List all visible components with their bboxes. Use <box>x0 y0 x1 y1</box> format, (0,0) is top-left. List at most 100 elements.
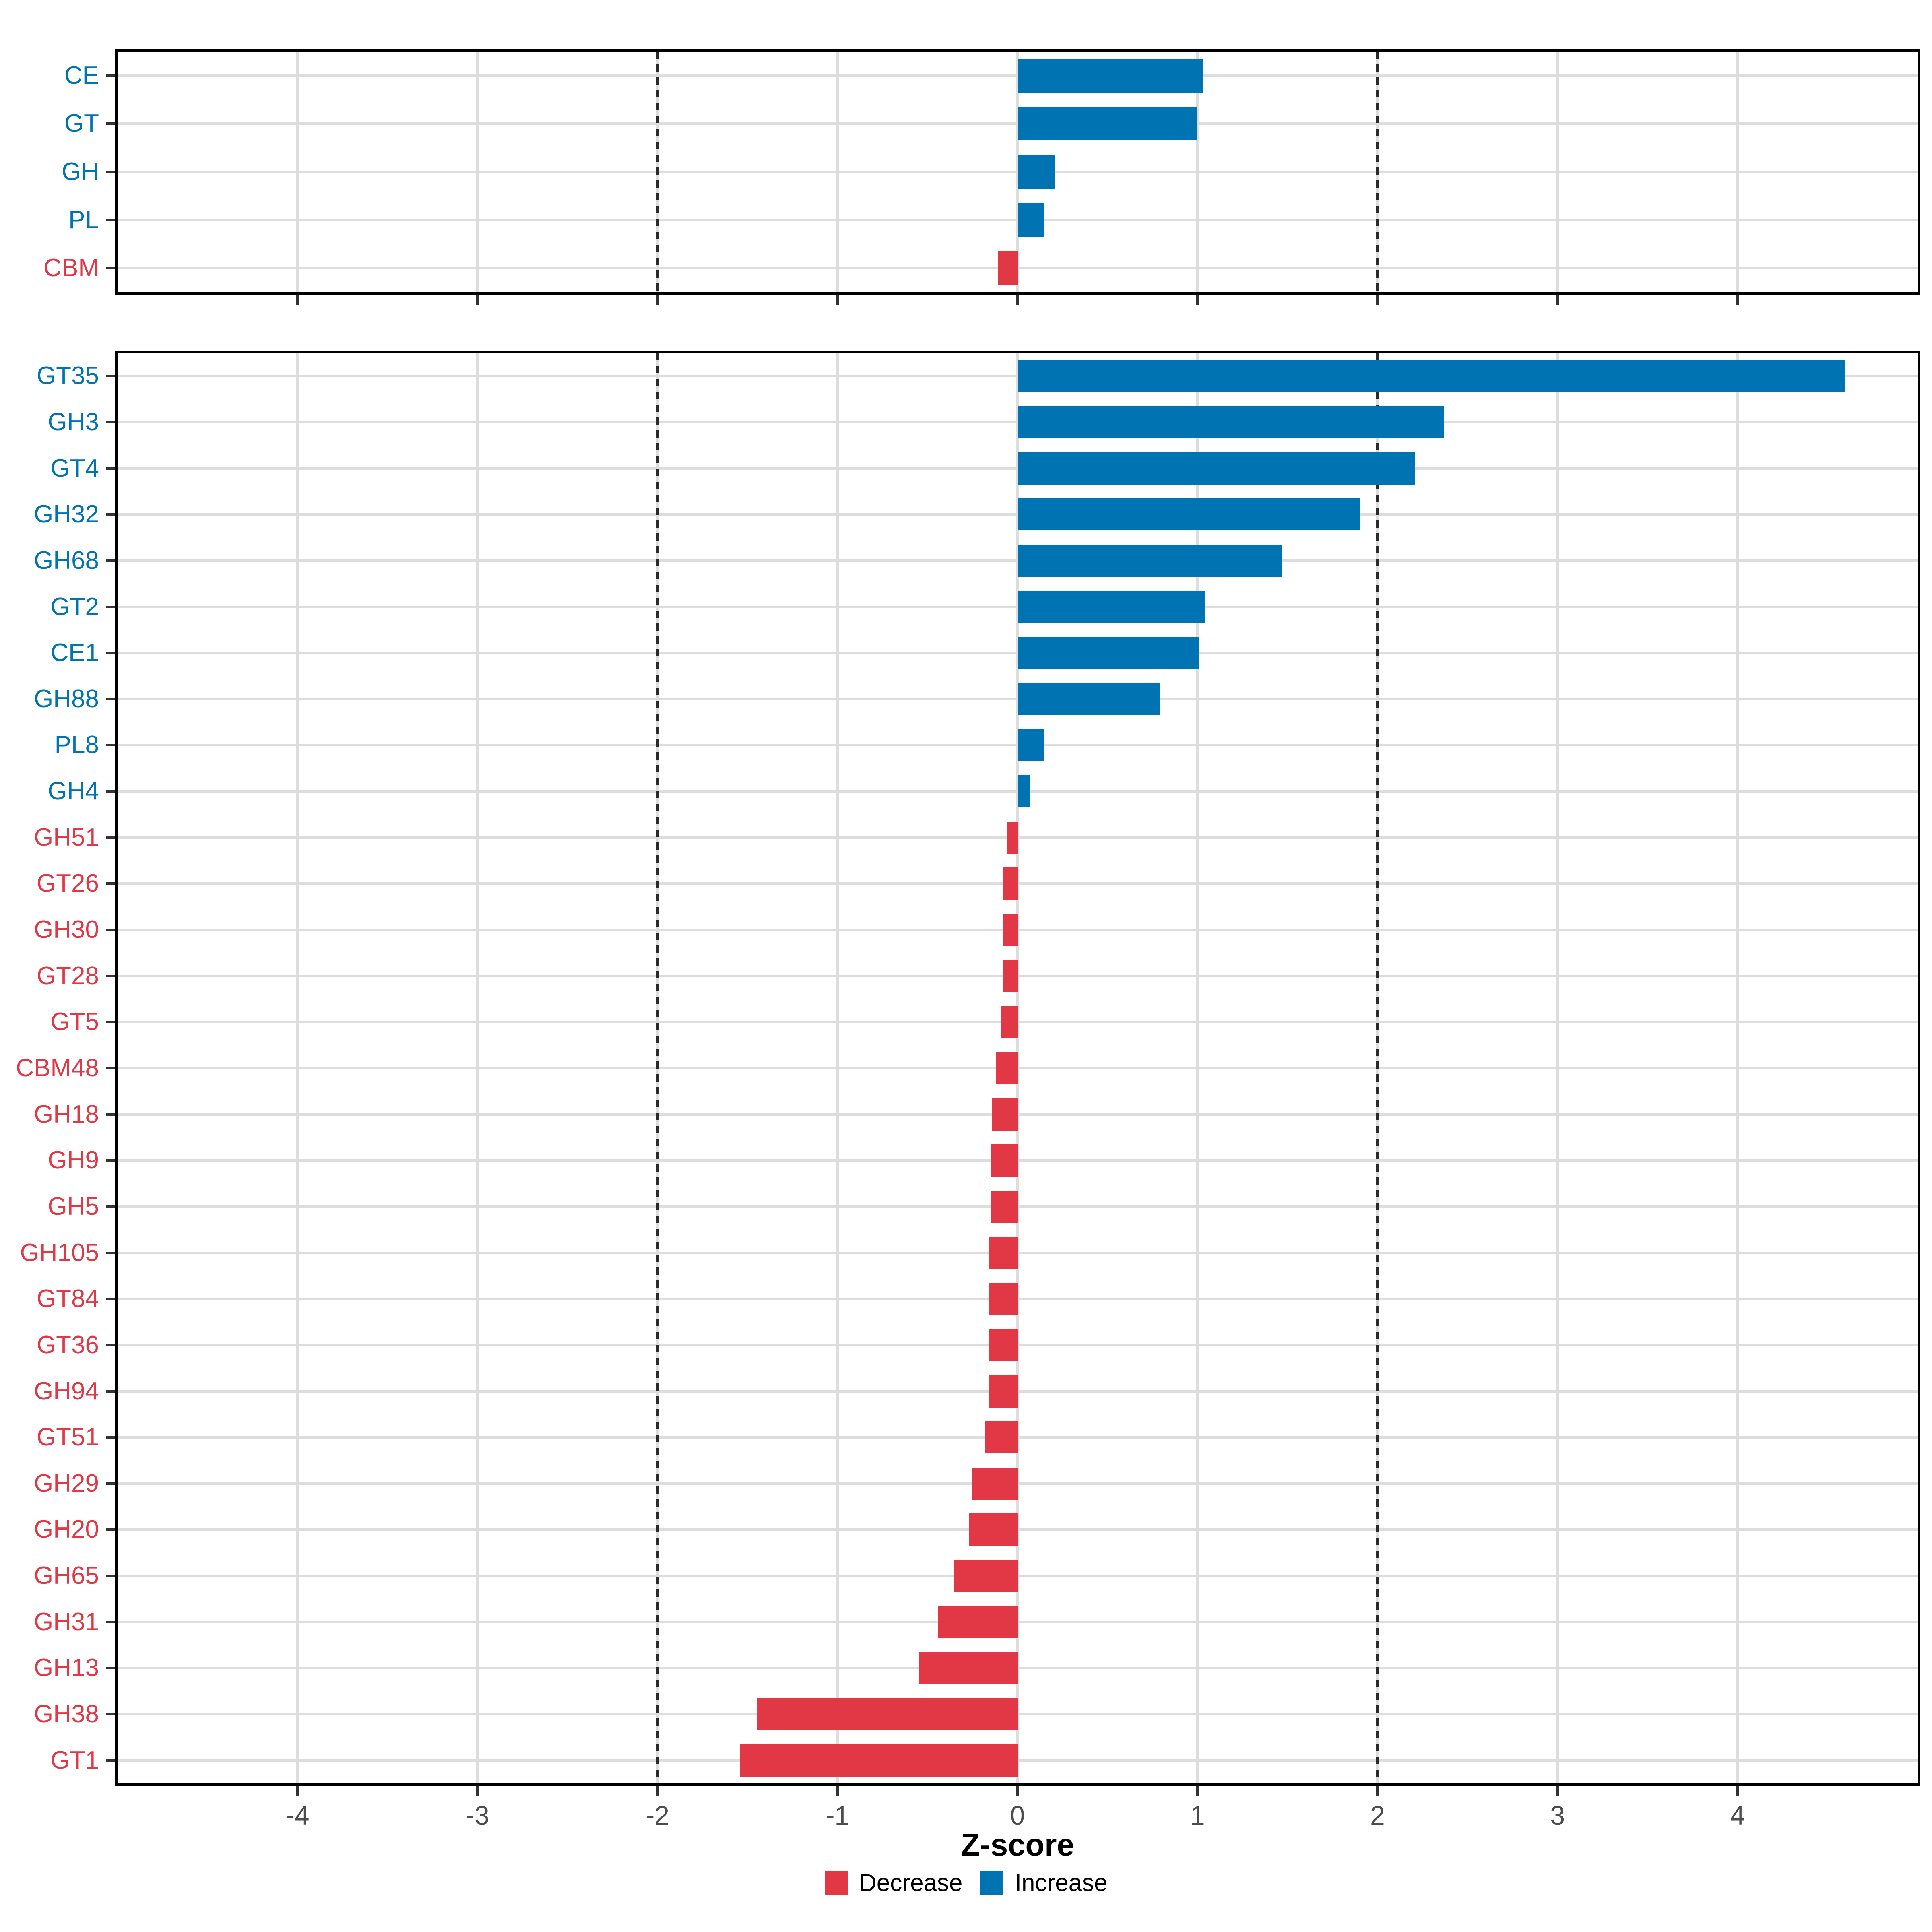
x-axis-tick <box>1376 295 1379 305</box>
y-axis-label-GT4: GT4 <box>50 454 99 482</box>
horizontal-gridline <box>118 1021 1918 1023</box>
y-axis-tick <box>106 513 115 516</box>
bar-GH65 <box>954 1560 1018 1592</box>
x-axis-tick <box>656 1786 659 1796</box>
y-axis-tick <box>106 1298 115 1300</box>
x-axis-tick <box>1556 295 1559 305</box>
y-axis-label-GH30: GH30 <box>34 916 99 943</box>
y-axis-label-GT51: GT51 <box>36 1423 99 1451</box>
x-axis-tick-label: 1 <box>1190 1800 1205 1830</box>
y-axis-label-GH29: GH29 <box>34 1470 99 1497</box>
bar-GT36 <box>989 1329 1018 1361</box>
legend-label-increase: Increase <box>1015 1869 1108 1896</box>
y-axis-tick <box>106 1759 115 1762</box>
y-axis-tick <box>106 375 115 377</box>
y-axis-label-GH105: GH105 <box>20 1239 99 1267</box>
legend: Decrease Increase <box>0 1871 1932 1895</box>
y-axis-label-GH13: GH13 <box>34 1654 99 1682</box>
y-axis-tick <box>106 975 115 977</box>
bar-GH13 <box>919 1652 1018 1684</box>
reference-dashed-line <box>1376 52 1379 292</box>
decrease-swatch-icon <box>824 1871 848 1895</box>
panel-bottom-cazyme-families: GT35 GH3 GT4 GH32 GH68 GT2 CE1 GH88 PL8 GH4 GH51 GT… <box>16 351 1920 1829</box>
y-axis-label-GT36: GT36 <box>36 1331 99 1359</box>
horizontal-gridline <box>118 1067 1918 1069</box>
y-axis-tick <box>106 1159 115 1162</box>
y-axis-label-GH38: GH38 <box>34 1700 99 1728</box>
horizontal-gridline <box>118 1482 1918 1485</box>
panel-top-cazyme-classes: CE GT GH PL CBM <box>43 49 1920 305</box>
bar-GH32 <box>1018 498 1360 530</box>
y-axis-tick <box>106 467 115 470</box>
y-axis-label-GH65: GH65 <box>34 1562 99 1589</box>
x-axis-tick <box>1196 1786 1199 1796</box>
y-axis-label-GH20: GH20 <box>34 1515 99 1543</box>
y-axis-tick <box>106 1021 115 1023</box>
y-axis-label-GT35: GT35 <box>36 362 99 390</box>
y-axis-tick <box>106 74 115 77</box>
horizontal-gridline <box>118 1390 1918 1393</box>
horizontal-gridline <box>118 1528 1918 1531</box>
y-axis-label-GH51: GH51 <box>34 824 99 851</box>
y-axis-tick <box>106 790 115 793</box>
bar-GH3 <box>1018 406 1444 438</box>
y-axis-label-GT5: GT5 <box>50 1008 99 1036</box>
legend-item-decrease: Decrease <box>824 1871 962 1895</box>
y-axis-tick <box>106 171 115 173</box>
reference-dashed-line <box>1376 353 1379 1783</box>
horizontal-gridline <box>118 1759 1918 1762</box>
bar-GT26 <box>1003 867 1018 900</box>
bar-CE <box>1018 59 1203 93</box>
y-axis-label-GH4: GH4 <box>47 777 99 805</box>
horizontal-gridline <box>118 1113 1918 1116</box>
horizontal-gridline <box>118 1667 1918 1669</box>
horizontal-gridline <box>118 1252 1918 1254</box>
y-axis-tick <box>106 1067 115 1069</box>
horizontal-gridline <box>118 882 1918 885</box>
y-axis-label-GT26: GT26 <box>36 869 99 897</box>
bar-PL <box>1018 203 1045 237</box>
y-axis-label-GH9: GH9 <box>47 1146 99 1174</box>
y-axis-tick <box>106 744 115 746</box>
x-axis-tick <box>296 295 299 305</box>
horizontal-gridline <box>118 1344 1918 1346</box>
bar-GH5 <box>990 1191 1018 1223</box>
y-axis-tick <box>106 1344 115 1346</box>
y-axis-tick <box>106 1113 115 1116</box>
y-axis-label-GH94: GH94 <box>34 1377 99 1405</box>
y-axis-tick <box>106 698 115 700</box>
horizontal-gridline <box>118 929 1918 931</box>
bar-GH68 <box>1018 545 1282 577</box>
y-axis-label-GH88: GH88 <box>34 685 99 713</box>
bar-GT1 <box>740 1744 1018 1777</box>
y-axis-label-CBM: CBM <box>43 254 99 282</box>
x-axis-tick <box>1736 1786 1739 1796</box>
bar-GT5 <box>1001 1006 1018 1038</box>
y-axis-tick <box>106 1713 115 1715</box>
x-axis-tick-label: -2 <box>646 1800 669 1830</box>
y-axis-tick <box>106 1667 115 1669</box>
legend-item-increase: Increase <box>980 1871 1107 1895</box>
y-axis-tick <box>106 1621 115 1623</box>
y-axis-tick <box>106 606 115 608</box>
y-axis-tick <box>106 1528 115 1531</box>
y-axis-tick <box>106 219 115 221</box>
bar-GH9 <box>990 1144 1018 1177</box>
bar-GH4 <box>1018 775 1030 807</box>
x-axis-tick <box>656 295 659 305</box>
bar-GT84 <box>989 1283 1018 1315</box>
y-axis-label-GT28: GT28 <box>36 962 99 990</box>
bar-GH29 <box>972 1468 1018 1500</box>
horizontal-gridline <box>118 1436 1918 1439</box>
y-axis-tick <box>106 882 115 885</box>
y-axis-label-GH68: GH68 <box>34 547 99 574</box>
y-axis-tick <box>106 267 115 269</box>
bar-GH88 <box>1018 683 1160 715</box>
y-axis-tick <box>106 1390 115 1393</box>
bar-CE1 <box>1018 637 1199 669</box>
y-axis-tick <box>106 421 115 423</box>
x-axis-tick <box>476 1786 479 1796</box>
bar-GH51 <box>1007 822 1018 854</box>
horizontal-gridline <box>118 836 1918 839</box>
